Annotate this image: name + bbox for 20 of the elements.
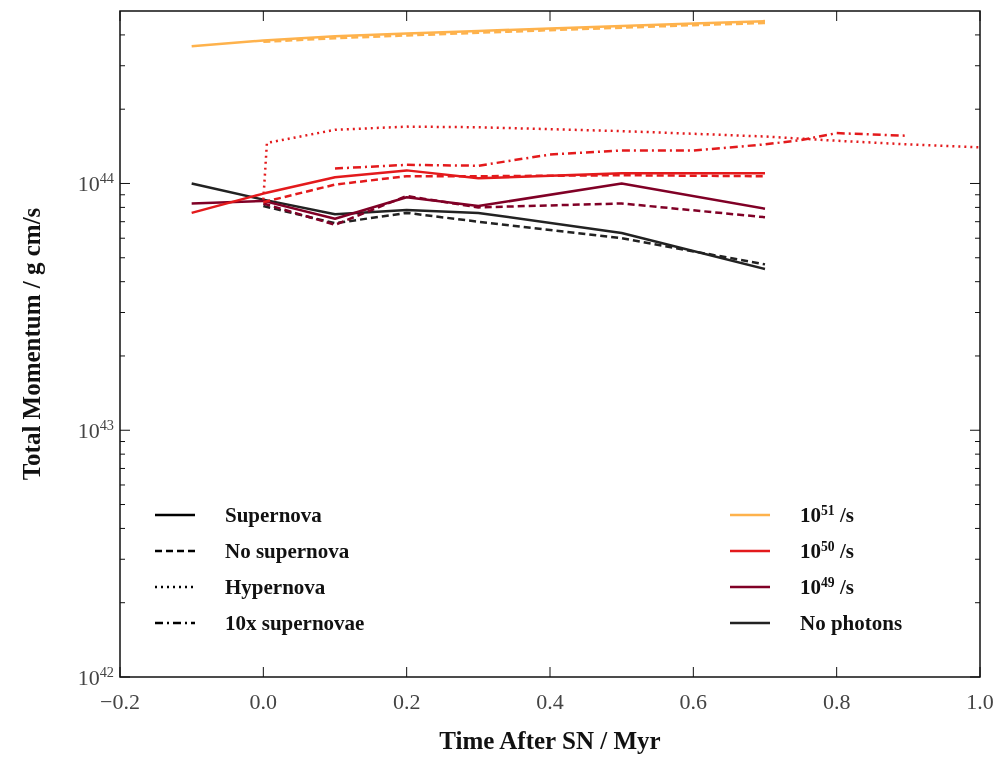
legend-label: No photons	[800, 611, 903, 635]
y-axis-title: Total Momentum / g cm/s	[18, 207, 45, 481]
x-tick-label: 0.4	[536, 689, 564, 714]
y-tick-label: 10$^{44}$	[77, 170, 114, 197]
x-tick-label: −0.2	[100, 689, 140, 714]
x-tick-label: 0.8	[822, 689, 851, 714]
legend-label: Supernova	[225, 503, 323, 527]
x-tick-label: 0.2	[392, 689, 421, 714]
x-axis-title: Time After SN / Myr	[439, 727, 661, 754]
x-tick-label: 1.0	[966, 689, 994, 714]
legend-label: 10x supernovae	[225, 611, 365, 635]
legend-label: 10$^{51}$ /s	[800, 502, 854, 527]
legend-label: 10$^{50}$ /s	[800, 538, 854, 563]
x-tick-label: 0.6	[679, 689, 708, 714]
legend-label: Hypernova	[225, 575, 326, 599]
y-tick-label: 10$^{42}$	[77, 664, 114, 690]
legend-label: No supernova	[225, 539, 350, 563]
x-tick-label: 0.0	[249, 689, 278, 714]
legend-label: 10$^{49}$ /s	[800, 574, 854, 599]
y-tick-label: 10$^{43}$	[77, 417, 114, 444]
